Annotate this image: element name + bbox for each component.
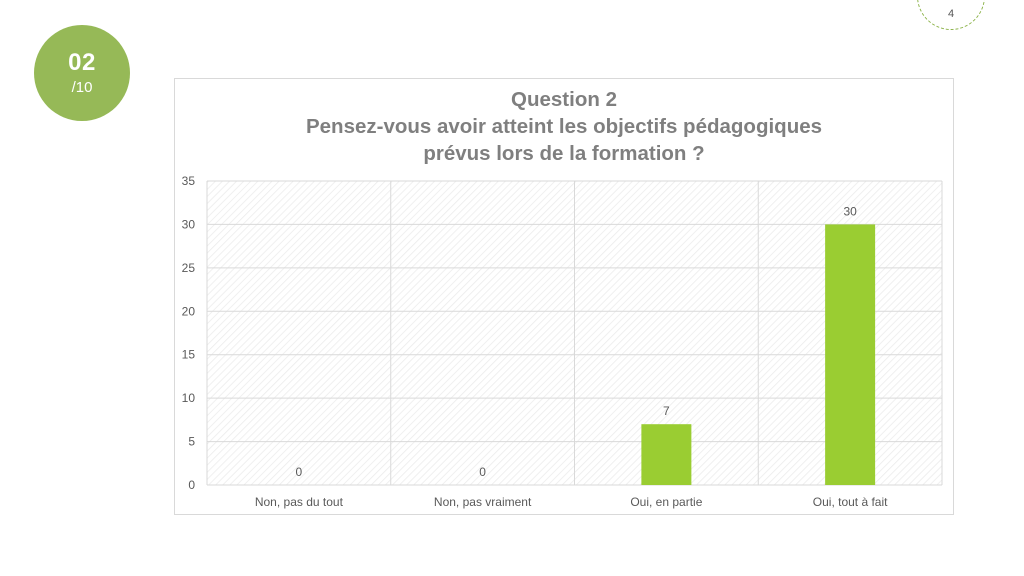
bar xyxy=(825,224,876,485)
category-label: Non, pas du tout xyxy=(255,495,344,509)
y-tick-label: 10 xyxy=(182,391,196,405)
data-label: 0 xyxy=(479,465,486,479)
y-tick-label: 0 xyxy=(188,478,195,492)
y-tick-label: 35 xyxy=(182,174,196,188)
y-tick-label: 30 xyxy=(182,217,196,231)
category-label: Oui, en partie xyxy=(630,495,702,509)
data-label: 7 xyxy=(663,404,670,418)
chart-title-line-1: Question 2 xyxy=(511,88,617,111)
chart-title-line-3: prévus lors de la formation ? xyxy=(423,142,705,165)
page-number: 4 xyxy=(947,8,955,20)
data-label: 30 xyxy=(843,204,857,218)
category-label: Oui, tout à fait xyxy=(813,495,888,509)
question-badge: 02 /10 xyxy=(34,25,130,121)
y-tick-label: 25 xyxy=(182,261,196,275)
bar xyxy=(641,424,692,485)
question-total: /10 xyxy=(71,79,93,96)
chart-title: Question 2 Pensez-vous avoir atteint les… xyxy=(174,86,954,167)
chart-title-line-2: Pensez-vous avoir atteint les objectifs … xyxy=(305,115,823,138)
question-number: 02 xyxy=(68,49,96,76)
y-tick-label: 5 xyxy=(188,435,195,449)
data-label: 0 xyxy=(296,465,303,479)
y-tick-label: 20 xyxy=(182,304,196,318)
y-tick-label: 15 xyxy=(182,348,196,362)
category-label: Non, pas vraiment xyxy=(434,495,532,509)
